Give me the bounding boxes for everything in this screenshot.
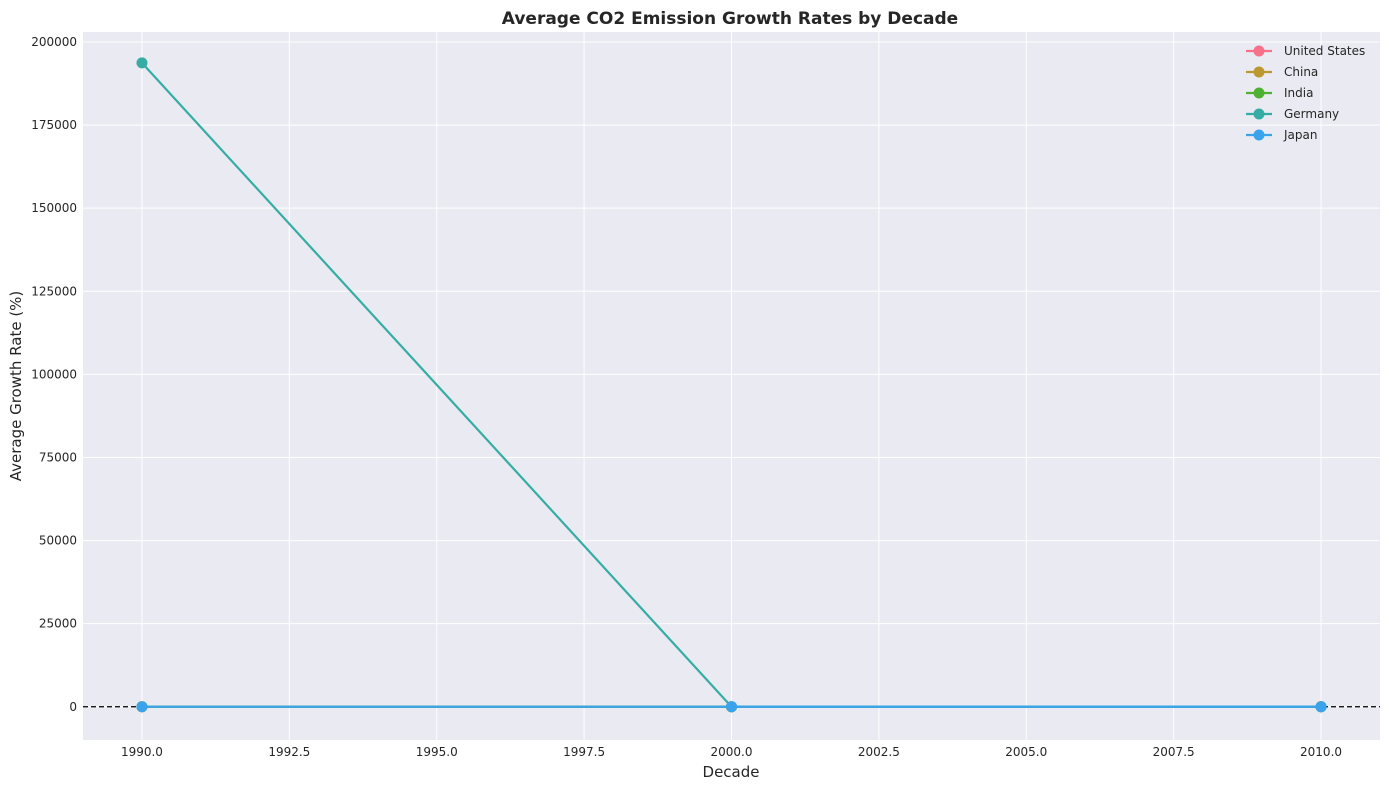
y-axis: 0 25000 50000 75000 100000 125000 150000 175000… (31, 35, 77, 714)
legend-swatch-marker (1253, 87, 1265, 99)
x-tick-label: 2007.5 (1153, 745, 1195, 759)
legend-swatch-marker (1253, 129, 1265, 141)
series-japan (136, 701, 1327, 713)
y-tick-label: 150000 (31, 201, 77, 215)
legend-label: Germany (1284, 107, 1339, 121)
data-point (1315, 701, 1327, 713)
y-tick-label: 125000 (31, 284, 77, 298)
x-tick-label: 1997.5 (563, 745, 605, 759)
legend-swatch-marker (1253, 108, 1265, 120)
legend-item: India (1246, 86, 1313, 100)
series-lines (136, 57, 1327, 713)
legend-swatch-marker (1253, 45, 1265, 57)
chart-title: Average CO2 Emission Growth Rates by Dec… (502, 9, 958, 29)
x-tick-label: 1990.0 (121, 745, 163, 759)
legend-item: China (1246, 65, 1318, 79)
x-tick-label: 1995.0 (416, 745, 458, 759)
y-tick-label: 50000 (39, 534, 77, 548)
y-axis-label: Average Growth Rate (%) (7, 291, 25, 482)
legend-label: Japan (1283, 128, 1317, 142)
y-tick-label: 0 (69, 700, 77, 714)
data-point (136, 57, 148, 69)
legend-label: United States (1284, 44, 1365, 58)
x-tick-label: 2010.0 (1300, 745, 1342, 759)
y-tick-label: 75000 (39, 450, 77, 464)
legend-swatch-marker (1253, 66, 1265, 78)
y-tick-label: 200000 (31, 35, 77, 49)
x-axis: 1990.0 1992.5 1995.0 1997.5 2000.0 2002.5 2005… (121, 745, 1342, 759)
y-tick-label: 175000 (31, 118, 77, 132)
data-point (136, 701, 148, 713)
legend: United States China India Germany Japan (1246, 44, 1365, 142)
legend-item: Germany (1246, 107, 1339, 121)
legend-label: China (1284, 65, 1318, 79)
legend-label: India (1284, 86, 1313, 100)
x-tick-label: 2000.0 (711, 745, 753, 759)
legend-item: Japan (1246, 128, 1317, 142)
x-tick-label: 2002.5 (858, 745, 900, 759)
data-point (726, 701, 737, 713)
y-tick-label: 25000 (39, 617, 77, 631)
x-axis-label: Decade (703, 763, 760, 781)
y-tick-label: 100000 (31, 367, 77, 381)
x-tick-label: 2005.0 (1005, 745, 1047, 759)
x-tick-label: 1992.5 (268, 745, 310, 759)
legend-item: United States (1246, 44, 1365, 58)
